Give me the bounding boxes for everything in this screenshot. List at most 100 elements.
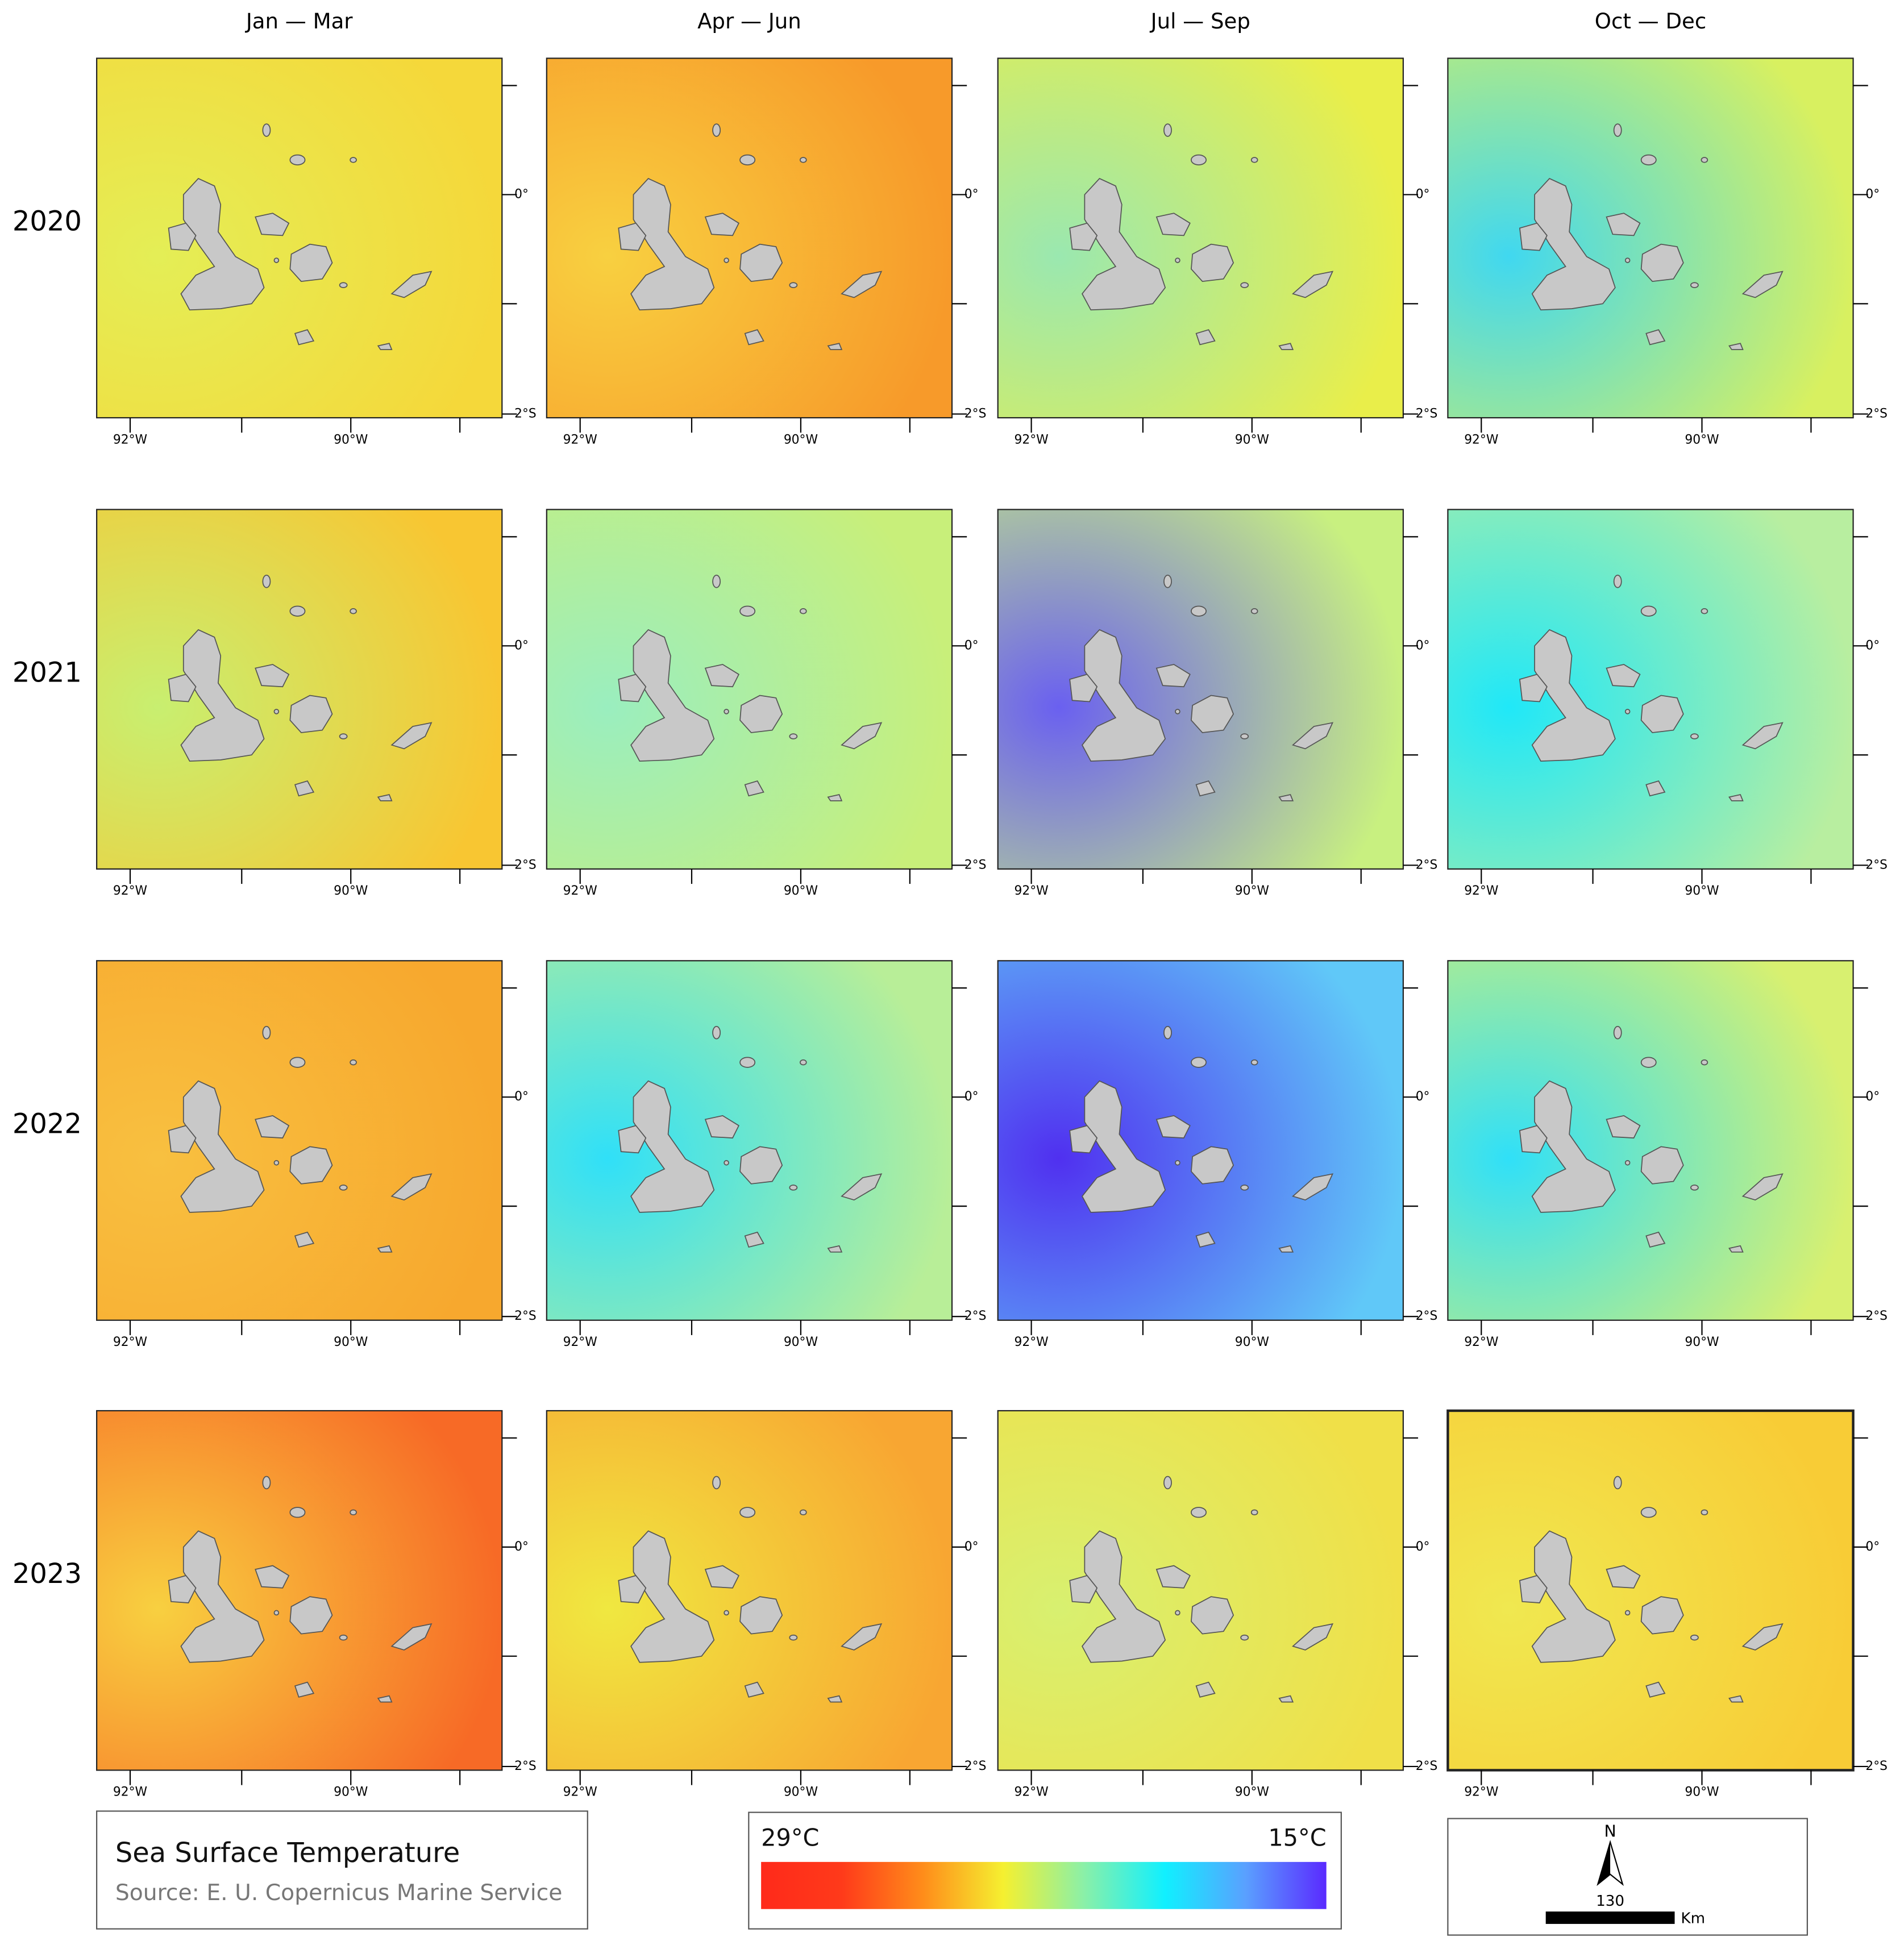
colorbar-min: 15°C (1268, 1825, 1326, 1852)
sst-panel (96, 960, 503, 1321)
lat-label: 0° (514, 187, 529, 201)
lon-label: 92°W (1014, 433, 1048, 447)
lon-label: 92°W (563, 884, 597, 898)
sst-panel (546, 57, 953, 419)
lat-label: 0° (514, 1090, 529, 1104)
sst-panel (997, 1410, 1404, 1771)
lat-label: 0° (1865, 187, 1880, 201)
sst-panel (96, 1410, 503, 1771)
lat-label: 0° (1416, 187, 1430, 201)
column-title: Oct — Dec (1595, 9, 1706, 34)
lat-label: 0° (965, 1540, 979, 1554)
lon-label: 92°W (113, 1785, 147, 1799)
sst-panel (1447, 57, 1854, 419)
lon-label: 90°W (1235, 1785, 1269, 1799)
sst-panel (997, 509, 1404, 870)
lat-label: 0° (1865, 1090, 1880, 1104)
sst-panel (546, 509, 953, 870)
lat-label: 2°S (1865, 406, 1888, 421)
lon-label: 90°W (784, 1785, 818, 1799)
lon-label: 90°W (334, 1335, 368, 1349)
lat-label: 0° (965, 187, 979, 201)
lat-label: 2°S (1416, 1309, 1438, 1323)
sst-panel (546, 960, 953, 1321)
sst-panel (997, 960, 1404, 1321)
lat-label: 2°S (1416, 1759, 1438, 1773)
lat-label: 2°S (1416, 406, 1438, 421)
lon-label: 90°W (1235, 884, 1269, 898)
sst-panel (96, 509, 503, 870)
column-title: Jul — Sep (1150, 9, 1250, 34)
lon-label: 92°W (1014, 1785, 1048, 1799)
lon-label: 92°W (563, 433, 597, 447)
lat-label: 0° (514, 1540, 529, 1554)
column-title: Jan — Mar (245, 9, 353, 34)
lon-label: 92°W (1464, 1785, 1498, 1799)
lat-label: 2°S (965, 858, 987, 872)
lat-label: 2°S (514, 1759, 537, 1773)
lon-label: 92°W (1464, 433, 1498, 447)
lat-label: 2°S (1865, 1309, 1888, 1323)
lon-label: 90°W (1235, 1335, 1269, 1349)
sst-panel (546, 1410, 953, 1771)
lon-label: 90°W (1685, 1335, 1719, 1349)
row-year: 2023 (13, 1558, 82, 1590)
north-label: N (1604, 1822, 1616, 1841)
lat-label: 2°S (1865, 858, 1888, 872)
column-title: Apr — Jun (697, 9, 801, 34)
lat-label: 2°S (514, 858, 537, 872)
lat-label: 2°S (965, 406, 987, 421)
lon-label: 90°W (334, 433, 368, 447)
lon-label: 92°W (113, 1335, 147, 1349)
colorbar-max: 29°C (761, 1825, 819, 1852)
lat-label: 2°S (514, 406, 537, 421)
title-box (96, 1810, 588, 1930)
row-year: 2021 (13, 656, 82, 688)
sst-panel (1446, 1409, 1855, 1772)
lon-label: 90°W (1235, 433, 1269, 447)
lat-label: 2°S (965, 1309, 987, 1323)
lat-label: 0° (1865, 638, 1880, 653)
lat-label: 0° (1416, 1540, 1430, 1554)
row-year: 2022 (13, 1108, 82, 1140)
lon-label: 92°W (113, 433, 147, 447)
lon-label: 92°W (113, 884, 147, 898)
lon-label: 90°W (334, 1785, 368, 1799)
lon-label: 92°W (1464, 1335, 1498, 1349)
lon-label: 90°W (1685, 433, 1719, 447)
scale-unit: Km (1681, 1910, 1705, 1927)
lat-label: 2°S (514, 1309, 537, 1323)
lat-label: 0° (514, 638, 529, 653)
lat-label: 2°S (1865, 1759, 1888, 1773)
sst-panel (997, 57, 1404, 419)
lon-label: 92°W (1014, 1335, 1048, 1349)
legend-title: Sea Surface Temperature (115, 1837, 460, 1869)
sst-panel (96, 57, 503, 419)
lat-label: 0° (1865, 1540, 1880, 1554)
lat-label: 0° (965, 1090, 979, 1104)
source: Source: E. U. Copernicus Marine Service (115, 1880, 563, 1906)
colorbar (761, 1861, 1327, 1909)
lon-label: 90°W (1685, 1785, 1719, 1799)
scale-distance: 130 (1596, 1893, 1624, 1910)
lon-label: 90°W (1685, 884, 1719, 898)
lat-label: 2°S (965, 1759, 987, 1773)
lon-label: 92°W (563, 1785, 597, 1799)
lat-label: 2°S (1416, 858, 1438, 872)
scale-bar (1545, 1911, 1675, 1924)
lat-label: 0° (965, 638, 979, 653)
sst-panel (1447, 960, 1854, 1321)
lat-label: 0° (1416, 638, 1430, 653)
lon-label: 92°W (1464, 884, 1498, 898)
lon-label: 90°W (784, 884, 818, 898)
lon-label: 90°W (334, 884, 368, 898)
lon-label: 92°W (1014, 884, 1048, 898)
lat-label: 0° (1416, 1090, 1430, 1104)
lon-label: 92°W (563, 1335, 597, 1349)
lon-label: 90°W (784, 1335, 818, 1349)
sst-panel (1447, 509, 1854, 870)
row-year: 2020 (13, 206, 82, 238)
lon-label: 90°W (784, 433, 818, 447)
